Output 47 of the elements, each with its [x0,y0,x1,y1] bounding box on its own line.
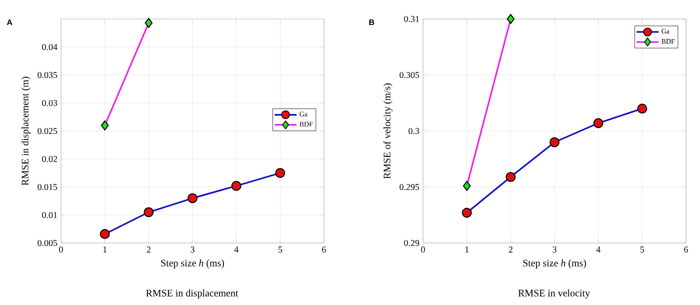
x-tick-label: 6 [322,246,326,253]
y-tick-label: 0.015 [38,184,58,190]
x-tick-label: 0 [421,246,425,253]
point [231,180,242,191]
y-tick-label: 0.295 [400,184,420,190]
x-tick-label: 6 [684,246,688,253]
y-axis-title: RMSE in displacement (m) [21,76,30,186]
point [144,207,154,218]
y-tick-label: 0.025 [38,128,58,134]
x-tick-label: 5 [278,246,282,252]
y-tick-label: 0.31 [404,16,419,22]
x-tick-label: 3 [552,246,556,253]
y-tick-label: 0.005 [38,240,58,246]
x-tick-label: 3 [190,246,194,253]
x-tick-label: 5 [640,246,644,252]
point [506,14,515,24]
point [462,208,472,218]
y-tick-label: 0.04 [42,44,58,50]
y-tick-label: 0.03 [42,100,58,106]
y-axis-title: RMSE of velocity (m/s) [383,83,392,179]
point [275,168,286,178]
y-tick-label: 0.29 [404,240,420,246]
point [550,137,560,148]
point [506,172,516,182]
y-tick-label: 0.035 [38,72,58,78]
point [637,104,648,114]
x-tick-label: 0 [59,246,63,253]
text: RMSE in displacement [146,289,238,298]
point [100,229,110,240]
x-tick-label: 1 [465,246,469,252]
x-tick-label: 2 [508,246,512,252]
y-tick-label: 0.3 [408,128,420,134]
x-tick-label: 1 [103,246,107,252]
point [462,180,471,191]
x-tick-label: 4 [234,246,238,252]
point [144,18,153,28]
x-tick-label: 4 [596,246,600,252]
x-axis-title: Step size h (ms) [161,259,224,268]
point [593,118,604,128]
y-tick-label: 0.02 [42,156,57,162]
text: RMSE in velocity [518,289,590,298]
point [188,193,198,204]
y-tick-label: 0.01 [42,212,57,218]
point [100,120,109,130]
y-tick-label: 0.305 [400,72,420,78]
x-axis-title: Step size h (ms) [523,259,586,268]
x-tick-label: 2 [146,246,150,252]
